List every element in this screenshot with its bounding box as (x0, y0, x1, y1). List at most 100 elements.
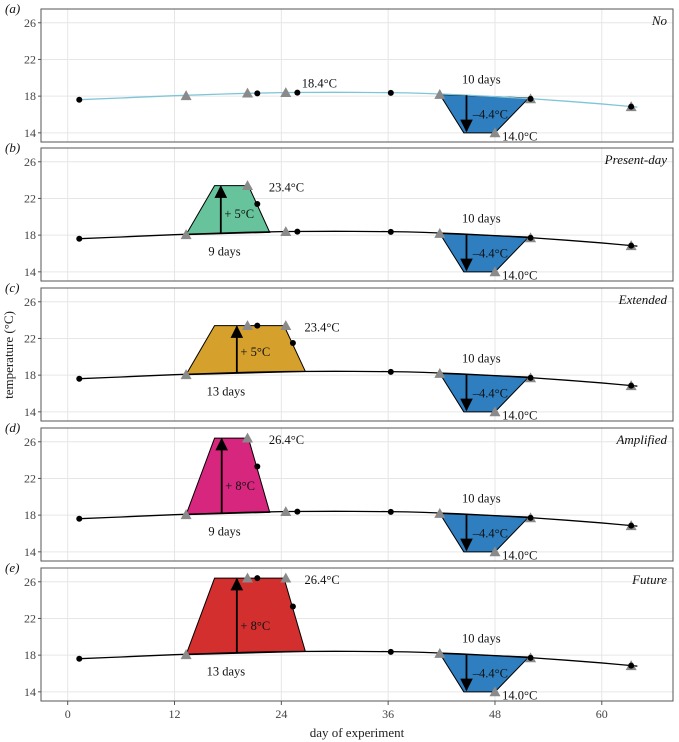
sampling-triangle-marker (180, 649, 192, 660)
panel-letter: (c) (5, 280, 19, 295)
x-tick-label: 48 (489, 707, 501, 721)
annotation-label: 26.4°C (269, 433, 304, 447)
sampling-triangle-marker (180, 229, 192, 240)
annotation-label: –4.4°C (472, 386, 508, 400)
annotation-label: –4.4°C (472, 526, 508, 540)
baseline-temperature-line (76, 230, 638, 247)
sampling-triangle-marker (280, 226, 292, 237)
sampling-triangle-marker (242, 320, 254, 331)
annotation-label: 13 days (207, 665, 246, 679)
panel-frame (40, 427, 674, 562)
y-axis-label: temperature (°C) (1, 311, 16, 399)
sampling-circle-marker (294, 508, 301, 515)
sampling-circle-marker (387, 508, 394, 515)
y-tick-label: 22 (24, 191, 36, 205)
panel-background (41, 288, 673, 421)
sampling-triangle-marker (489, 406, 501, 417)
baseline-temperature-line (76, 650, 638, 667)
annotation-label: 9 days (208, 245, 240, 259)
sampling-circle-marker (387, 228, 394, 235)
panel-letter: (a) (5, 1, 20, 16)
sampling-circle-marker (527, 95, 534, 102)
annotation-label: 9 days (208, 525, 240, 539)
sampling-circle-marker (628, 522, 635, 529)
baseline-temperature-line (76, 510, 638, 527)
panel-c: 23.4°C + 5°C 13 days 10 days –4.4°C 14.0°C 14 1… (5, 280, 674, 422)
panel-e: 26.4°C + 8°C 13 days 10 days –4.4°C 14.0°C 14 1… (5, 560, 674, 702)
annotation-label: 10 days (462, 632, 501, 646)
panel-letter: (d) (5, 420, 20, 435)
sampling-circle-marker (254, 200, 261, 207)
y-tick-label: 14 (24, 685, 36, 699)
sampling-triangle-marker (434, 647, 446, 658)
sampling-circle-marker (289, 603, 296, 610)
sampling-triangle-marker (242, 180, 254, 191)
sampling-circle-marker (387, 648, 394, 655)
panel-b: 23.4°C + 5°C 9 days 10 days –4.4°C 14.0°C 14 18… (5, 140, 674, 282)
panel-background (41, 9, 673, 142)
sampling-triangle-marker (489, 546, 501, 557)
sampling-circle-marker (628, 103, 635, 110)
sampling-triangle-marker (434, 88, 446, 99)
sampling-circle-marker (294, 228, 301, 235)
y-tick-label: 22 (24, 611, 36, 625)
panel-background (41, 568, 673, 701)
x-tick-label: 12 (169, 707, 181, 721)
x-tick-label: 60 (596, 707, 608, 721)
y-tick-label: 18 (24, 648, 36, 662)
sampling-circle-marker (289, 340, 296, 347)
annotation-label: + 5°C (240, 345, 270, 359)
annotation-label: 10 days (462, 73, 501, 87)
sampling-circle-marker (628, 242, 635, 249)
panel-frame (40, 287, 674, 422)
y-tick-label: 22 (24, 331, 36, 345)
sampling-circle-marker (527, 654, 534, 661)
y-tick-label: 26 (24, 295, 36, 309)
baseline-temperature-line (76, 91, 638, 108)
annotation-label: 13 days (207, 385, 246, 399)
x-tick-label: 24 (275, 707, 287, 721)
sampling-circle-marker (254, 575, 261, 582)
y-tick-label: 14 (24, 545, 36, 559)
annotation-label: + 8°C (225, 479, 255, 493)
sampling-circle-marker (254, 90, 261, 97)
sampling-circle-marker (387, 368, 394, 375)
y-tick-label: 14 (24, 405, 36, 419)
annotation-label: 14.0°C (502, 129, 537, 143)
sampling-circle-marker (254, 322, 261, 329)
sampling-triangle-marker (242, 87, 254, 98)
annotation-label: –4.4°C (472, 246, 508, 260)
sampling-circle-marker (76, 515, 83, 522)
panel-d: 26.4°C + 8°C 9 days 10 days –4.4°C 14.0°C 14 18… (5, 420, 674, 562)
sampling-circle-marker (76, 375, 83, 382)
annotation-label: 14.0°C (502, 548, 537, 562)
y-tick-label: 18 (24, 508, 36, 522)
sampling-circle-marker (387, 89, 394, 96)
sampling-circle-marker (294, 89, 301, 96)
annotation-label: 14.0°C (502, 408, 537, 422)
panel-title: Extended (618, 292, 668, 307)
y-tick-label: 14 (24, 126, 36, 140)
sampling-triangle-marker (280, 87, 292, 98)
panels: 18.4°C 10 days –4.4°C 14.0°C 14 18 22 26 (a) No 23… (5, 1, 674, 702)
y-tick-label: 26 (24, 16, 36, 30)
x-axis-label: day of experiment (310, 725, 405, 740)
sampling-triangle-marker (280, 320, 292, 331)
panel-title: No (651, 13, 668, 28)
panel-title: Amplified (615, 432, 667, 447)
annotation-label: 10 days (462, 352, 501, 366)
sampling-triangle-marker (489, 686, 501, 697)
sampling-triangle-marker (180, 509, 192, 520)
annotation-label: 18.4°C (302, 76, 337, 90)
panel-frame (40, 8, 674, 143)
sampling-circle-marker (76, 655, 83, 662)
baseline-temperature-line (76, 370, 638, 387)
sampling-circle-marker (628, 662, 635, 669)
y-tick-label: 26 (24, 575, 36, 589)
panel-background (41, 148, 673, 281)
sampling-circle-marker (254, 463, 261, 470)
sampling-triangle-marker (280, 506, 292, 517)
sampling-triangle-marker (434, 367, 446, 378)
y-tick-label: 26 (24, 435, 36, 449)
